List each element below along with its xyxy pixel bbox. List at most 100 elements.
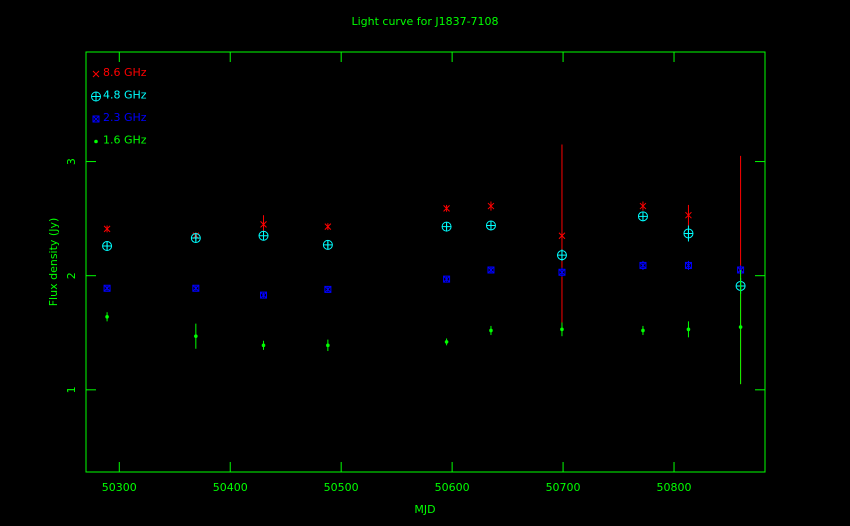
plot-frame	[85, 51, 766, 473]
data-point	[686, 327, 691, 332]
marker-shape	[443, 275, 451, 283]
marker-shape	[191, 233, 201, 243]
data-point	[556, 250, 567, 261]
legend-marker	[92, 70, 100, 78]
data-point	[487, 202, 495, 210]
data-point	[324, 285, 332, 293]
x-tick-label: 50300	[102, 481, 137, 494]
marker-shape	[443, 275, 450, 283]
y-tick-label: 1	[65, 386, 78, 393]
marker-shape	[92, 115, 100, 123]
data-point	[443, 205, 450, 212]
legend-label: 2.3 GHz	[103, 111, 147, 124]
marker-shape	[194, 334, 198, 338]
marker-shape	[686, 327, 691, 332]
marker-shape	[91, 92, 101, 101]
legend-marker	[91, 91, 101, 102]
legend-label: 4.8 GHz	[103, 89, 147, 102]
x-axis-label: MJD	[414, 503, 435, 516]
data-point	[258, 230, 269, 241]
marker-shape	[260, 291, 267, 299]
data-point	[105, 314, 109, 319]
marker-shape	[487, 266, 495, 274]
marker-shape	[489, 328, 493, 333]
data-point	[639, 261, 647, 269]
marker-shape	[102, 241, 112, 251]
data-point	[192, 284, 200, 292]
data-point	[324, 223, 332, 230]
marker-shape	[685, 262, 692, 269]
marker-shape	[260, 220, 267, 228]
marker-shape	[486, 220, 496, 230]
data-point	[485, 220, 496, 231]
data-point	[103, 284, 111, 292]
marker-shape	[738, 325, 743, 329]
data-point	[260, 291, 268, 299]
x-tick-label: 50400	[213, 481, 248, 494]
data-point	[560, 327, 564, 332]
data-point	[441, 221, 452, 232]
marker-shape	[641, 328, 645, 333]
y-tick-label: 2	[65, 272, 78, 279]
marker-shape	[260, 291, 268, 299]
marker-shape	[326, 343, 330, 348]
marker-shape	[324, 223, 332, 230]
marker-shape	[324, 285, 332, 293]
data-point	[558, 232, 566, 240]
legend-label: 1.6 GHz	[103, 134, 147, 147]
data-point	[639, 202, 647, 210]
marker-shape	[558, 268, 566, 276]
marker-shape	[487, 266, 495, 274]
marker-shape	[192, 284, 200, 292]
marker-shape	[639, 261, 647, 269]
x-tick-label: 50800	[657, 481, 692, 494]
marker-shape	[324, 286, 332, 293]
data-point	[738, 325, 743, 329]
data-point	[683, 228, 694, 239]
legend-marker	[94, 139, 98, 144]
y-axis-label: Flux density (Jy)	[47, 218, 60, 307]
marker-shape	[685, 211, 692, 219]
marker-shape	[684, 261, 692, 269]
marker-shape	[443, 205, 450, 212]
x-tick-label: 50500	[324, 481, 359, 494]
marker-shape	[638, 211, 648, 221]
marker-shape	[92, 115, 100, 123]
marker-shape	[192, 284, 200, 292]
marker-shape	[261, 343, 266, 348]
marker-shape	[103, 284, 111, 292]
marker-shape	[558, 268, 566, 276]
data-point	[444, 340, 449, 344]
data-point	[637, 211, 648, 222]
marker-shape	[487, 202, 495, 210]
data-point	[260, 220, 267, 228]
data-point	[103, 225, 111, 233]
data-point	[684, 261, 692, 269]
legend-marker	[92, 115, 100, 123]
data-point	[322, 239, 333, 250]
marker-shape	[92, 70, 100, 78]
data-point	[489, 328, 493, 333]
marker-shape	[103, 284, 111, 292]
marker-shape	[639, 262, 647, 269]
marker-shape	[557, 250, 567, 260]
data-point	[326, 343, 330, 348]
data-point	[685, 211, 692, 219]
marker-shape	[259, 231, 269, 241]
data-point	[443, 275, 451, 283]
marker-shape	[639, 202, 647, 210]
marker-shape	[442, 222, 452, 232]
data-point	[190, 233, 201, 244]
data-point	[558, 268, 566, 276]
marker-shape	[560, 327, 564, 332]
legend-label: 8.6 GHz	[103, 66, 147, 79]
x-tick-label: 50700	[546, 481, 581, 494]
data-point	[194, 334, 198, 338]
x-tick-label: 50600	[435, 481, 470, 494]
marker-shape	[105, 314, 109, 319]
y-tick-label: 3	[65, 158, 78, 165]
data-point	[487, 266, 495, 274]
marker-shape	[444, 340, 449, 344]
